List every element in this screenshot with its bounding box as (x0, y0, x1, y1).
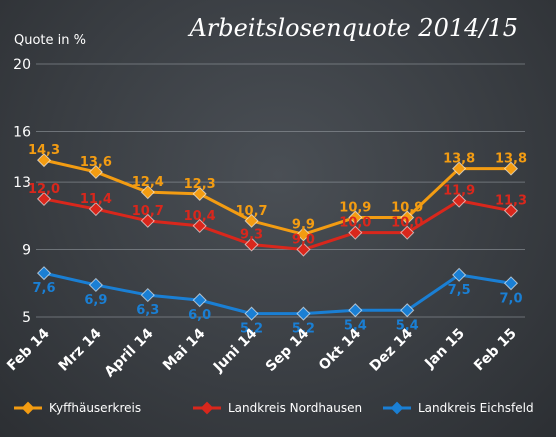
x-tick-label: Jan 15 (421, 326, 468, 373)
legend-entry: Kyffhäuserkreis (49, 401, 141, 415)
data-point (140, 185, 155, 200)
data-point (296, 306, 311, 321)
series-layer (36, 153, 519, 321)
data-point (36, 153, 52, 168)
y-axis-label: Quote in % (14, 33, 86, 48)
data-label: 10,9 (339, 200, 371, 215)
data-labels: 14,3 13,6 12,4 12,3 10,7 9,9 10,9 10,9 13,8 13,8 1… (28, 143, 527, 336)
chart-title: Arbeitslosenquote 2014/15 (187, 14, 518, 42)
data-label: 5,4 (396, 318, 419, 333)
data-point (296, 242, 311, 257)
data-point (36, 266, 52, 281)
x-tick-label: Feb 14 (4, 325, 53, 374)
data-point (503, 161, 519, 176)
legend-marker (21, 401, 35, 415)
data-point (88, 164, 103, 180)
data-label: 9,3 (240, 227, 263, 242)
legend-entry: Landkreis Nordhausen (228, 401, 362, 415)
data-label: 5,2 (292, 322, 315, 337)
data-label: 9,0 (292, 233, 315, 248)
x-tick-label: Mrz 14 (56, 325, 105, 374)
x-tick-label: Dez 14 (367, 325, 416, 374)
data-point (400, 210, 415, 225)
data-label: 7,0 (499, 291, 522, 306)
data-point (348, 210, 363, 225)
x-tick-label: Juni 14 (210, 325, 261, 376)
grid-lines (36, 63, 525, 318)
x-tick-label: Mai 14 (160, 325, 209, 374)
y-tick-label: 9 (22, 243, 31, 259)
data-label: 5,4 (344, 318, 367, 333)
data-point (452, 161, 467, 176)
data-label: 7,6 (32, 281, 55, 296)
data-point (244, 306, 259, 321)
data-point (348, 225, 363, 240)
data-point (140, 288, 155, 303)
data-point (140, 213, 155, 228)
x-tick-label: Feb 15 (471, 326, 520, 375)
data-label: 11,4 (80, 192, 112, 207)
data-point (348, 303, 363, 318)
data-point (452, 193, 467, 208)
y-tick-label: 20 (13, 57, 31, 73)
y-tick-label: 16 (13, 124, 31, 140)
data-point (192, 218, 207, 233)
data-label: 6,0 (188, 308, 211, 323)
y-tick-label: 13 (13, 175, 31, 191)
data-label: 5,2 (240, 322, 263, 337)
data-label: 11,3 (495, 194, 527, 209)
data-point (36, 191, 52, 207)
x-tick-label: April 14 (102, 325, 157, 380)
data-point (88, 201, 103, 217)
series-line (43, 197, 512, 252)
series-line (43, 271, 512, 316)
data-point (452, 267, 467, 282)
y-tick-labels: 5 9 13 16 20 (13, 57, 31, 326)
data-label: 6,3 (136, 303, 159, 318)
series-line (43, 158, 511, 236)
data-label: 10,0 (339, 216, 371, 231)
data-label: 7,5 (448, 283, 471, 298)
legend-entry: Landkreis Eichsfeld (418, 401, 534, 415)
data-label: 11,9 (443, 184, 475, 199)
x-tick-label: Okt 14 (316, 325, 364, 373)
data-label: 13,8 (443, 152, 475, 167)
data-point (244, 237, 259, 252)
data-point (192, 293, 207, 308)
data-label: 10,7 (236, 204, 268, 219)
data-label: 14,3 (28, 143, 60, 158)
y-tick-label: 5 (22, 310, 31, 326)
data-point (296, 227, 311, 242)
data-point (503, 203, 519, 218)
data-label: 12,0 (28, 182, 60, 197)
legend: Kyffhäuserkreis Landkreis Nordhausen Landk… (14, 401, 534, 415)
data-point (400, 303, 415, 318)
data-point (244, 213, 259, 228)
data-label: 12,3 (184, 177, 216, 192)
data-label: 12,4 (132, 175, 164, 190)
data-point (88, 277, 103, 293)
x-tick-label: Sep 14 (263, 325, 313, 375)
legend-marker (390, 401, 404, 415)
data-label: 10,0 (391, 216, 423, 231)
legend-marker (200, 401, 214, 415)
data-point (192, 186, 207, 201)
data-label: 10,7 (132, 204, 164, 219)
data-point (400, 225, 415, 240)
data-label: 13,6 (80, 155, 112, 170)
data-point (503, 276, 519, 291)
data-label: 10,4 (184, 209, 216, 224)
data-label: 13,8 (495, 152, 527, 167)
data-label: 9,9 (292, 217, 315, 232)
data-label: 10,9 (391, 200, 423, 215)
data-label: 6,9 (84, 293, 107, 308)
